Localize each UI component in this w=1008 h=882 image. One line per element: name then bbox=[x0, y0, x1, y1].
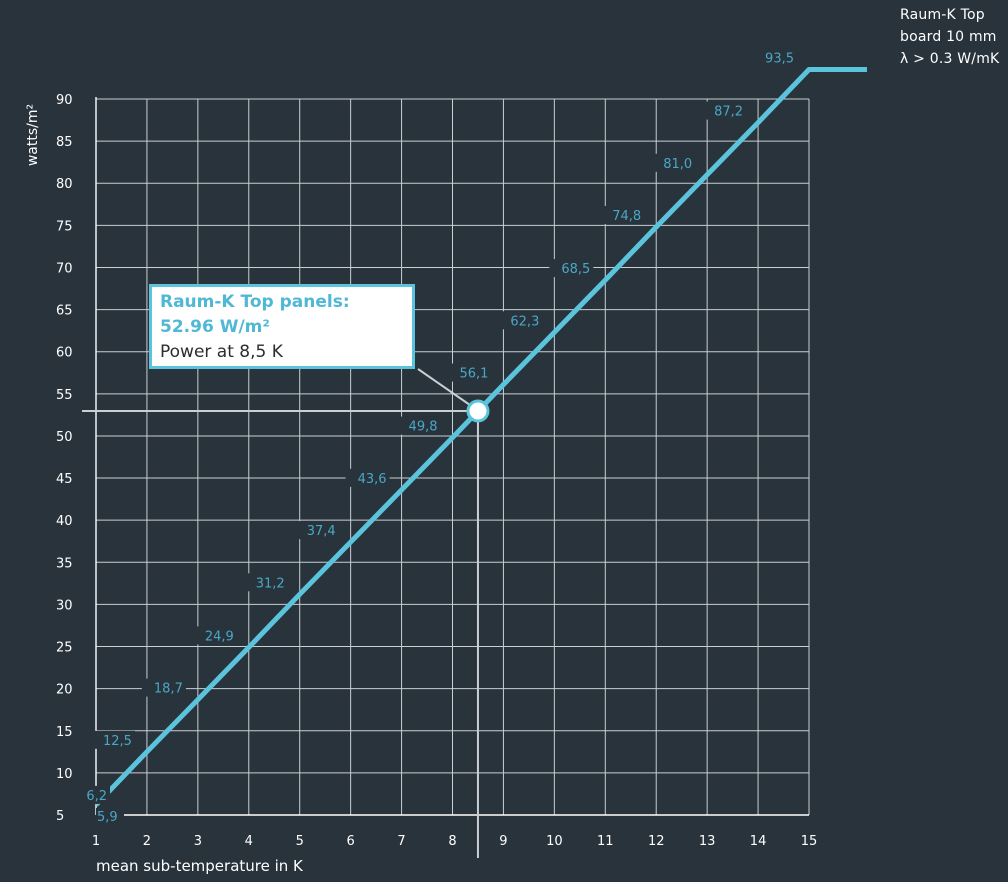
x-tick-label: 4 bbox=[245, 834, 253, 849]
data-label: 43,6 bbox=[358, 472, 387, 487]
data-label: 31,2 bbox=[256, 576, 285, 591]
x-tick-label: 14 bbox=[750, 834, 767, 849]
x-tick-label: 11 bbox=[597, 834, 614, 849]
y-tick-label: 55 bbox=[56, 388, 73, 403]
data-label-bg bbox=[243, 573, 288, 592]
x-tick-label: 6 bbox=[347, 834, 355, 849]
x-tick-label: 5 bbox=[296, 834, 304, 849]
y-tick-label: 20 bbox=[56, 683, 73, 698]
y-tick-label: 10 bbox=[56, 767, 73, 782]
y-tick-label: 80 bbox=[56, 177, 73, 192]
y-tick-label: 85 bbox=[56, 135, 73, 150]
x-tick-label: 10 bbox=[546, 834, 563, 849]
data-label-bg bbox=[651, 153, 696, 172]
data-label: 49,8 bbox=[409, 420, 438, 435]
data-label: 62,3 bbox=[510, 314, 539, 329]
data-label: 81,0 bbox=[663, 157, 692, 172]
data-labels: 6,2 12,5 18,7 24,9 31,2 37,4 43,6 49,8 56,1 62,3 6… bbox=[66, 48, 797, 825]
x-tick-label: 3 bbox=[194, 834, 202, 849]
highlight-marker bbox=[466, 399, 490, 423]
data-label-bg bbox=[447, 363, 492, 382]
data-label: 6,2 bbox=[86, 789, 107, 804]
data-label: 87,2 bbox=[714, 105, 743, 120]
x-tick-label: 8 bbox=[448, 834, 456, 849]
data-label-extra: 5,9 bbox=[97, 810, 118, 825]
x-tick-label: 2 bbox=[143, 834, 151, 849]
data-label: 12,5 bbox=[103, 734, 132, 749]
y-tick-label: 5 bbox=[56, 809, 64, 824]
legend: Raum-K Top board 10 mm λ > 0.3 W/mK bbox=[900, 4, 999, 70]
data-label-bg bbox=[96, 808, 124, 824]
y-tick-label: 60 bbox=[56, 346, 73, 361]
data-label: 18,7 bbox=[154, 682, 183, 697]
data-label: 74,8 bbox=[612, 209, 641, 224]
callout-leader bbox=[417, 368, 471, 406]
x-tick-label: 13 bbox=[699, 834, 716, 849]
callout-title: Raum-K Top panels: bbox=[160, 292, 350, 312]
x-axis-label: mean sub-temperature in K bbox=[96, 857, 304, 875]
y-tick-label: 15 bbox=[56, 725, 73, 740]
y-tick-label: 90 bbox=[56, 93, 73, 108]
data-label-bg bbox=[345, 468, 390, 487]
highlight-guides bbox=[82, 368, 479, 858]
y-tick-label: 30 bbox=[56, 598, 73, 613]
y-tick-label: 40 bbox=[56, 514, 73, 529]
y-tick-label: 35 bbox=[56, 556, 73, 571]
data-label-bg bbox=[294, 521, 339, 540]
data-label-bg bbox=[141, 678, 186, 697]
series-line bbox=[94, 67, 867, 807]
y-tick-label: 50 bbox=[56, 430, 73, 445]
data-label-bg bbox=[192, 626, 237, 645]
data-label-bg bbox=[549, 259, 594, 278]
x-tick-label: 9 bbox=[499, 834, 507, 849]
callout-value: 52.96 W/m² bbox=[160, 317, 270, 337]
data-label-bg bbox=[396, 416, 441, 435]
grid-lines bbox=[95, 97, 810, 816]
callout-note: Power at 8,5 K bbox=[160, 342, 283, 362]
x-tick-label: 15 bbox=[801, 834, 818, 849]
x-tick-label: 7 bbox=[397, 834, 405, 849]
data-label: 37,4 bbox=[307, 524, 336, 539]
y-tick-label: 75 bbox=[56, 219, 73, 234]
legend-line-3: λ > 0.3 W/mK bbox=[900, 51, 1000, 67]
data-label: 56,1 bbox=[459, 367, 488, 382]
y-tick-label: 65 bbox=[56, 304, 73, 319]
data-label-bg bbox=[90, 730, 135, 749]
x-tick-label: 12 bbox=[648, 834, 665, 849]
legend-line-2: board 10 mm bbox=[900, 29, 997, 45]
value-callout: Raum-K Top panels: 52.96 W/m² Power at 8… bbox=[149, 284, 415, 369]
data-label: 24,9 bbox=[205, 629, 234, 644]
series-path bbox=[94, 67, 867, 807]
highlight-point bbox=[466, 399, 490, 423]
data-label-bg bbox=[753, 48, 797, 67]
legend-line-1: Raum-K Top bbox=[900, 7, 985, 23]
data-label: 93,5 bbox=[765, 52, 794, 67]
y-tick-label: 70 bbox=[56, 261, 73, 276]
data-label: 68,5 bbox=[561, 262, 590, 277]
data-label-bg bbox=[600, 206, 645, 225]
data-label-bg bbox=[66, 785, 110, 804]
data-label-bg bbox=[498, 311, 543, 330]
y-axis-label: watts/m² bbox=[25, 104, 41, 166]
y-tick-label: 25 bbox=[56, 641, 73, 656]
y-tick-label: 45 bbox=[56, 472, 73, 487]
x-tick-label: 1 bbox=[92, 834, 100, 849]
data-label-bg bbox=[702, 101, 747, 120]
